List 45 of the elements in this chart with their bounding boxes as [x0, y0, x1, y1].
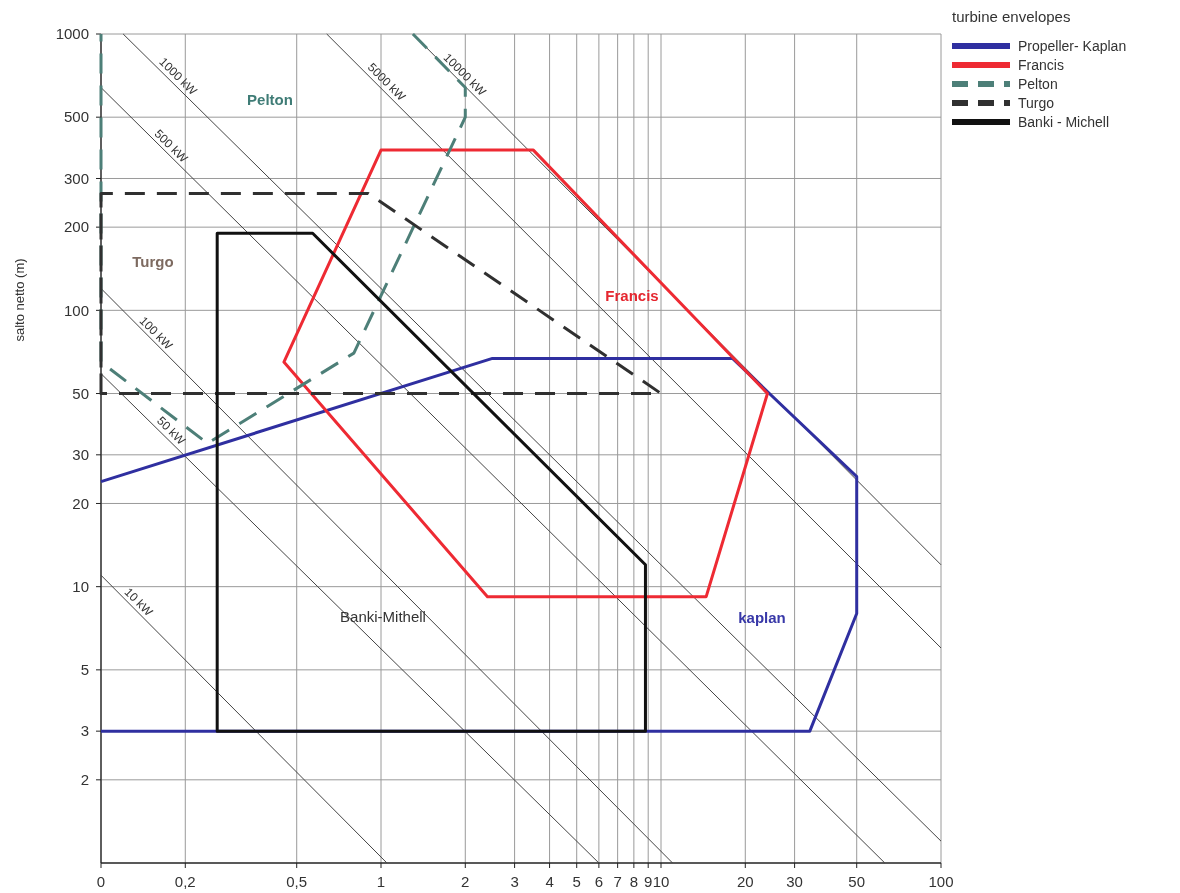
legend-label: Banki - Michell — [1018, 113, 1110, 130]
annotation: 500 kW — [151, 126, 192, 166]
x-tick-label: 6 — [594, 873, 604, 890]
x-tick-label: 10 — [652, 873, 670, 890]
y-tick-label: 2 — [80, 771, 89, 789]
x-tick-label: 9 — [644, 873, 653, 890]
y-tick-label: 5 — [80, 661, 89, 679]
legend-label: Francis — [1018, 56, 1064, 73]
annotation: 10 kW — [121, 584, 156, 620]
annotation: Banki-Mithell — [340, 608, 426, 626]
legend-label: Propeller- Kaplan — [1018, 37, 1127, 54]
y-tick-label: 10 — [72, 577, 89, 595]
annotation: Francis — [605, 287, 659, 305]
annotation: Pelton — [247, 91, 293, 109]
annotation: Turgo — [132, 253, 174, 271]
annotation: 50 kW — [154, 413, 189, 448]
y-tick-label: 3 — [80, 722, 89, 740]
y-tick-label: 200 — [63, 218, 89, 236]
y-axis-title: salto netto (m) — [12, 258, 27, 342]
y-tick-label: 300 — [63, 169, 89, 187]
legend-label: Turgo — [1018, 94, 1055, 111]
x-tick-label: 0 — [96, 873, 106, 890]
x-tick-label: 7 — [613, 873, 622, 890]
x-tick-label: 2 — [461, 873, 470, 890]
legend-title: turbine envelopes — [952, 8, 1071, 25]
x-tick-label: 4 — [545, 873, 554, 890]
y-tick-label: 100 — [63, 301, 89, 319]
x-tick-label: 1 — [376, 873, 386, 890]
x-tick-label: 3 — [510, 873, 519, 890]
x-tick-label: 50 — [848, 873, 866, 890]
x-tick-label: 5 — [572, 873, 581, 890]
annotation: 100 kW — [136, 313, 176, 353]
x-tick-label: 20 — [736, 873, 754, 890]
x-tick-label: 8 — [629, 873, 639, 890]
y-tick-label: 500 — [63, 108, 89, 126]
x-tick-label: 30 — [786, 873, 803, 890]
x-tick-label: 0,2 — [174, 873, 196, 890]
x-tick-label: 0,5 — [286, 873, 308, 890]
y-tick-label: 1000 — [55, 25, 89, 43]
legend-label: Pelton — [1018, 75, 1058, 92]
annotation: kaplan — [738, 609, 786, 627]
y-tick-label: 50 — [72, 384, 89, 402]
y-tick-label: 20 — [72, 494, 89, 512]
x-tick-label: 100 — [928, 873, 954, 890]
y-tick-label: 30 — [72, 446, 89, 464]
